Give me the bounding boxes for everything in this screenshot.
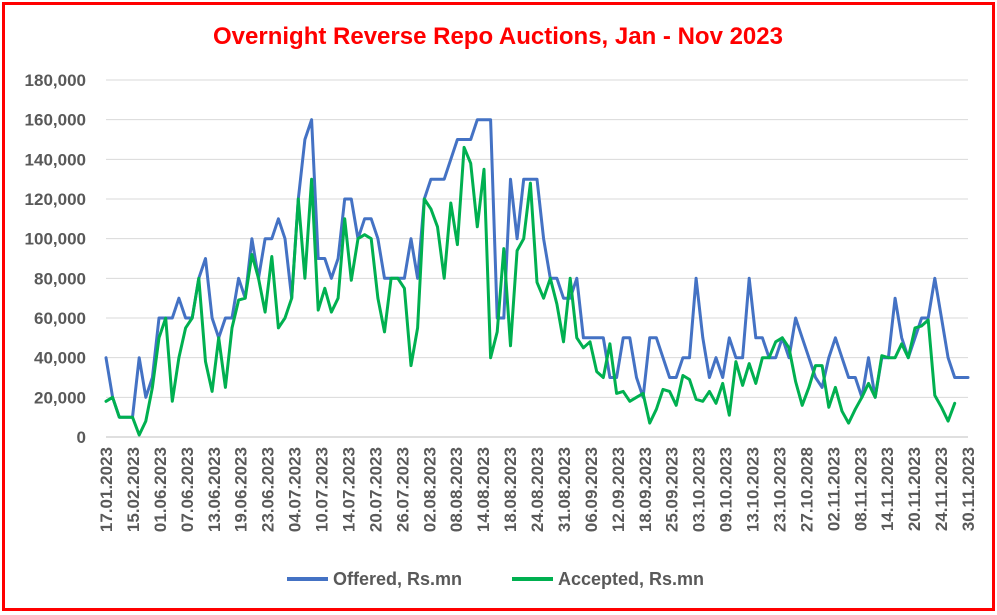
x-tick-label: 02.11.2023	[824, 447, 843, 531]
x-tick-label: 12.09.2023	[609, 447, 628, 532]
x-tick-label: 30.11.2023	[959, 447, 978, 531]
y-tick-label: 180,000	[25, 71, 86, 90]
x-tick-label: 23.06.2023	[259, 447, 278, 532]
y-tick-label: 40,000	[34, 349, 86, 368]
x-tick-label: 23.10.2023	[770, 447, 789, 532]
y-tick-label: 100,000	[25, 230, 86, 249]
x-tick-label: 27.10.2028	[797, 447, 816, 532]
x-axis-ticks: 17.01.2023 15.02.2023 01.06.2023 07.06.2023…	[97, 447, 978, 532]
x-tick-label: 31.08.2023	[555, 447, 574, 532]
x-tick-label: 03.10.2023	[690, 447, 709, 532]
y-tick-label: 20,000	[34, 388, 86, 407]
x-tick-label: 02.08.2023	[420, 447, 439, 532]
legend-label-accepted: Accepted, Rs.mn	[558, 569, 704, 589]
x-tick-label: 10.07.2023	[313, 447, 332, 532]
gridlines	[106, 79, 968, 438]
x-tick-label: 04.07.2023	[286, 447, 305, 532]
x-tick-label: 24.08.2023	[528, 447, 547, 532]
chart-title: Overnight Reverse Repo Auctions, Jan - N…	[213, 23, 783, 50]
series-line-accepted	[104, 145, 957, 437]
x-tick-label: 01.06.2023	[151, 447, 170, 532]
legend-label-offered: Offered, Rs.mn	[333, 569, 462, 589]
y-tick-label: 80,000	[34, 269, 86, 288]
x-tick-label: 09.10.2023	[717, 447, 736, 532]
y-tick-label: 60,000	[34, 309, 86, 328]
x-tick-label: 07.06.2023	[178, 447, 197, 532]
x-tick-label: 20.11.2023	[905, 447, 924, 531]
x-tick-label: 08.11.2023	[851, 447, 870, 531]
y-tick-label: 0	[77, 428, 86, 447]
x-tick-label: 25.09.2023	[663, 447, 682, 532]
series-lines	[104, 118, 970, 437]
x-tick-label: 19.06.2023	[232, 447, 251, 532]
y-axis-ticks: 0 20,000 40,000 60,000 80,000 100,000 120,000 1…	[25, 71, 86, 447]
x-tick-label: 13.10.2023	[744, 447, 763, 532]
x-tick-label: 18.08.2023	[501, 447, 520, 532]
x-tick-label: 14.08.2023	[474, 447, 493, 532]
x-tick-label: 17.01.2023	[97, 447, 116, 532]
x-tick-label: 18.09.2023	[636, 447, 655, 532]
y-tick-label: 120,000	[25, 190, 86, 209]
x-tick-label: 06.09.2023	[582, 447, 601, 532]
x-tick-label: 14.11.2023	[878, 447, 897, 531]
x-tick-label: 14.07.2023	[339, 447, 358, 532]
x-tick-label: 20.07.2023	[366, 447, 385, 532]
x-tick-label: 26.07.2023	[393, 447, 412, 532]
x-tick-label: 13.06.2023	[205, 447, 224, 532]
y-tick-label: 160,000	[25, 111, 86, 130]
y-tick-label: 140,000	[25, 150, 86, 169]
x-tick-label: 24.11.2023	[932, 447, 951, 531]
legend: Offered, Rs.mn Accepted, Rs.mn	[287, 569, 704, 589]
x-tick-label: 08.08.2023	[447, 447, 466, 532]
x-tick-label: 15.02.2023	[124, 447, 143, 532]
